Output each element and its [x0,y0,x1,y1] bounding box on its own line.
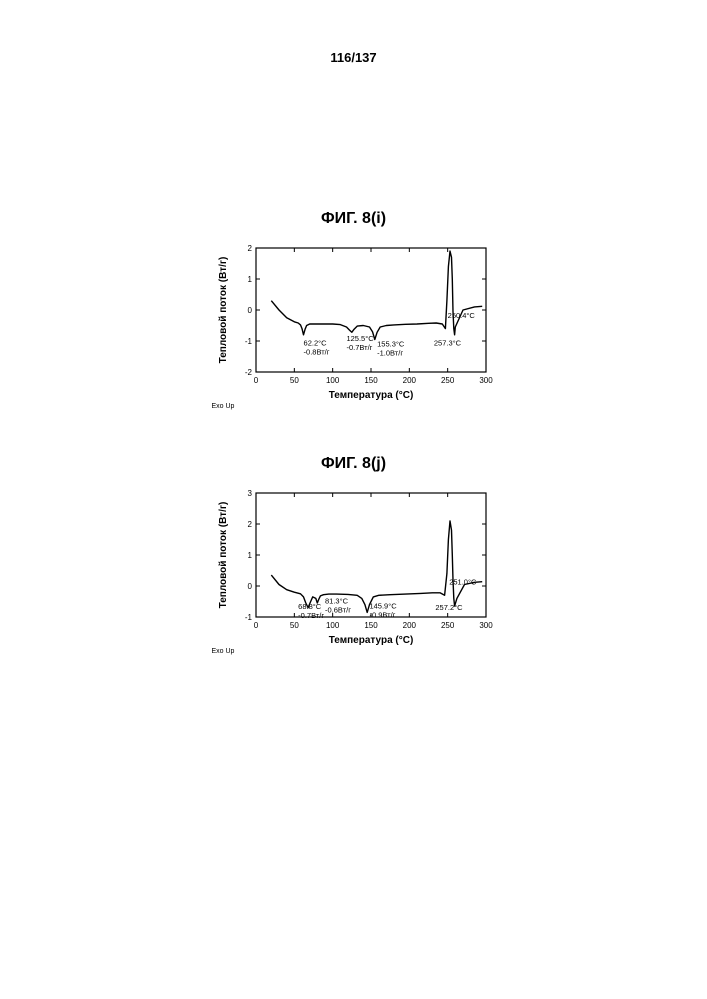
figure-8i-title: ФИГ. 8(i) [0,210,707,228]
svg-text:100: 100 [325,376,339,385]
svg-text:Тепловой поток (Вт/г): Тепловой поток (Вт/г) [218,502,229,609]
svg-text:0: 0 [247,306,252,315]
figure-8j-exo-label: Exo Up [212,648,235,655]
svg-text:-0.9Вт/г: -0.9Вт/г [369,610,395,619]
page-number: 116/137 [0,50,707,65]
figure-8j-title: ФИГ. 8(j) [0,455,707,473]
figure-8i: ФИГ. 8(i) 0 50 100 150 200 250 300 -2 -1 0 1 2 Темпе… [0,210,707,407]
figure-8j-chart: 050100150200250300-10123Температура (°C)… [214,487,494,647]
svg-text:-2: -2 [244,368,252,377]
svg-text:200: 200 [402,376,416,385]
figure-8j: ФИГ. 8(j) 050100150200250300-10123Темпер… [0,455,707,652]
svg-text:50: 50 [289,621,298,630]
svg-text:250.4°C: 250.4°C [447,311,475,320]
svg-text:50: 50 [289,376,298,385]
svg-text:-1: -1 [244,613,252,622]
svg-text:-0.8Вт/г: -0.8Вт/г [303,348,329,357]
svg-text:Температура (°C): Температура (°C) [328,390,413,401]
svg-text:251.0°C: 251.0°C [449,577,477,586]
svg-text:2: 2 [247,244,252,253]
svg-text:-0.6Вт/г: -0.6Вт/г [325,605,351,614]
svg-text:200: 200 [402,621,416,630]
svg-text:0: 0 [247,582,252,591]
figure-8j-chart-wrap: 050100150200250300-10123Температура (°C)… [214,487,494,647]
svg-text:68.8°C: 68.8°C [298,602,322,611]
svg-text:Тепловой поток (Вт/г): Тепловой поток (Вт/г) [218,257,229,364]
svg-text:145.9°C: 145.9°C [369,601,397,610]
svg-text:-1.0Вт/г: -1.0Вт/г [377,349,403,358]
svg-text:250: 250 [440,621,454,630]
svg-text:3: 3 [247,489,252,498]
svg-text:-1: -1 [244,337,252,346]
svg-text:62.2°C: 62.2°C [303,339,327,348]
svg-text:0: 0 [253,376,258,385]
svg-text:-0.7Вт/г: -0.7Вт/г [346,343,372,352]
svg-text:-0.7Вт/г: -0.7Вт/г [298,611,324,620]
svg-text:Температура (°C): Температура (°C) [328,635,413,646]
svg-text:100: 100 [325,621,339,630]
svg-text:155.3°C: 155.3°C [377,340,405,349]
svg-text:2: 2 [247,520,252,529]
svg-text:250: 250 [440,376,454,385]
page: 116/137 ФИГ. 8(i) 050100150200250300-2-1… [0,0,707,999]
svg-text:125.5°C: 125.5°C [346,334,374,343]
svg-text:0: 0 [253,621,258,630]
svg-text:150: 150 [364,621,378,630]
figure-8i-chart: 0 50 100 150 200 250 300 -2 -1 0 1 2 Температура (°C… [214,242,494,402]
svg-text:300: 300 [479,376,493,385]
svg-text:81.3°C: 81.3°C [325,596,349,605]
svg-text:257.3°C: 257.3°C [433,339,461,348]
svg-text:1: 1 [247,275,252,284]
svg-text:300: 300 [479,621,493,630]
svg-text:1: 1 [247,551,252,560]
svg-text:150: 150 [364,376,378,385]
figure-8i-exo-label: Exo Up [212,403,235,410]
figure-8i-chart-wrap: 0 50 100 150 200 250 300 -2 -1 0 1 2 Температура (°C… [214,242,494,402]
svg-text:257.2°C: 257.2°C [435,603,463,612]
